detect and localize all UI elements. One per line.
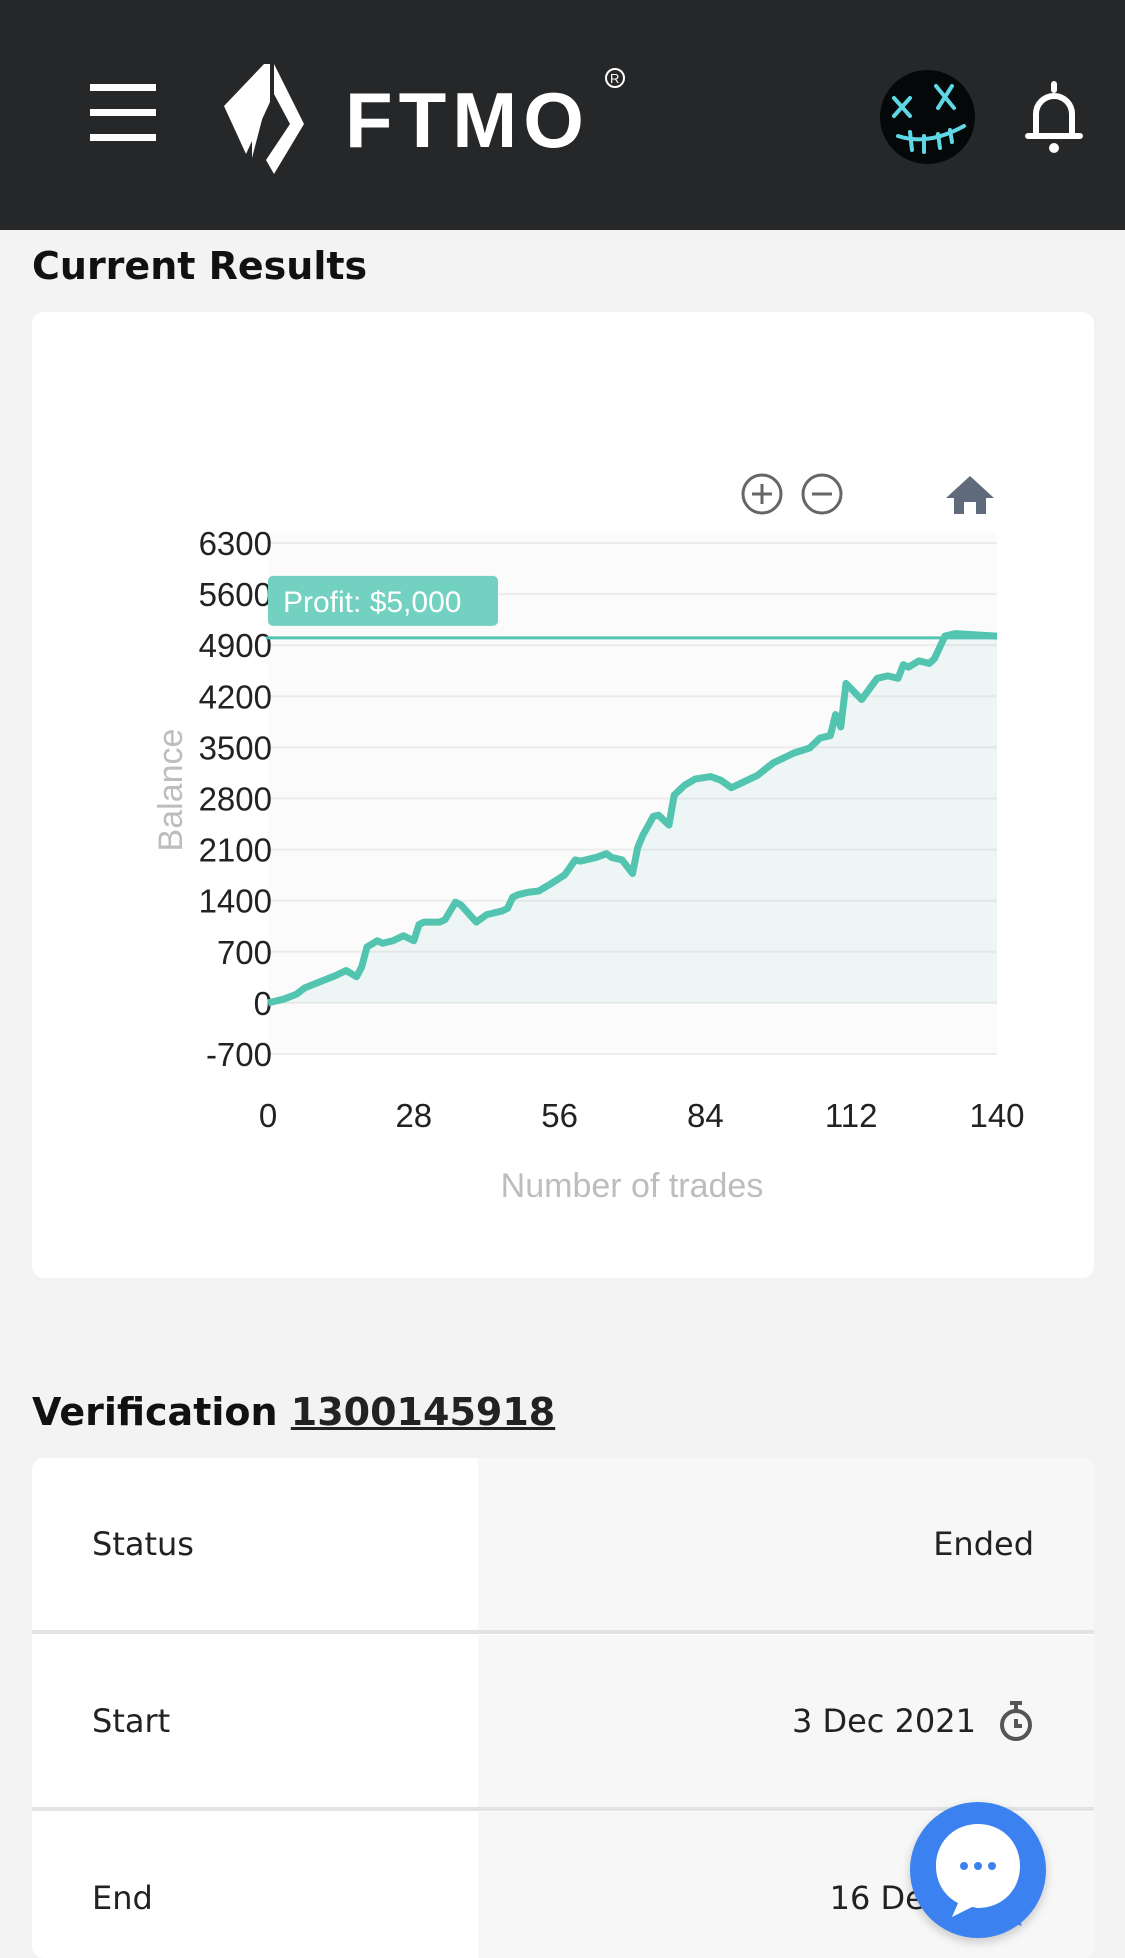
balance-line: [267, 630, 998, 1007]
profit-target-label: Profit: $5,000: [283, 586, 461, 619]
row-value: 3 Dec 2021: [478, 1635, 1094, 1807]
y-tick-label: 3500: [199, 729, 272, 766]
x-tick-label: 84: [687, 1097, 724, 1134]
x-tick-label: 140: [969, 1097, 1024, 1134]
home-icon[interactable]: [946, 476, 994, 514]
balance-chart-card: 6300 5600 4900 4200 3500 2800 2100 1400 700 0 -700…: [32, 312, 1094, 1278]
balance-chart[interactable]: 630056004900420035002800210014007000-700…: [32, 312, 1094, 1278]
y-tick-label: 5600: [199, 576, 272, 613]
svg-text:R: R: [610, 71, 619, 86]
notifications-bell-icon[interactable]: [1022, 80, 1086, 158]
verification-id-link[interactable]: 1300145918: [290, 1390, 556, 1434]
y-tick-label: 2100: [199, 832, 272, 869]
balance-area: [268, 633, 997, 1003]
stopwatch-icon: [1000, 1701, 1032, 1741]
verification-title: Verification 1300145918: [32, 1390, 555, 1434]
row-label: End: [32, 1812, 478, 1958]
y-tick-label: 0: [254, 985, 272, 1022]
row-label: Start: [32, 1635, 478, 1807]
y-tick-label: 2800: [199, 781, 272, 818]
start-date: 3 Dec 2021: [791, 1702, 976, 1740]
profit-target-badge: [268, 575, 498, 626]
svg-text:FTMO: FTMO: [345, 76, 590, 164]
y-tick-label: 700: [217, 934, 272, 971]
x-tick-label: 28: [395, 1097, 432, 1134]
ftmo-logo[interactable]: FTMO R: [212, 62, 632, 178]
x-tick-label: 0: [259, 1097, 277, 1134]
y-tick-label: -700: [206, 1036, 272, 1073]
table-row: Start 3 Dec 2021: [32, 1635, 1094, 1811]
chat-bubble-icon: [936, 1824, 1022, 1926]
verification-label: Verification: [32, 1390, 278, 1434]
y-tick-label: 1400: [199, 883, 272, 920]
row-label: Status: [32, 1458, 478, 1630]
zoom-out-icon[interactable]: [801, 473, 843, 515]
current-results-title: Current Results: [32, 244, 368, 288]
verification-table: Status Ended Start 3 Dec 2021 End 16 Dec…: [32, 1458, 1094, 1958]
menu-icon[interactable]: [90, 84, 156, 142]
chat-button[interactable]: [910, 1802, 1046, 1938]
zoom-in-icon[interactable]: [741, 473, 783, 515]
y-tick-label: 4200: [199, 678, 272, 715]
x-axis-title: Number of trades: [501, 1167, 764, 1205]
row-value: Ended: [478, 1458, 1094, 1630]
y-tick-label: 4900: [199, 627, 272, 664]
top-bar: FTMO R: [0, 0, 1125, 230]
x-tick-label: 112: [825, 1097, 878, 1134]
y-tick-label: 6300: [199, 525, 272, 562]
table-row: Status Ended: [32, 1458, 1094, 1634]
avatar[interactable]: [880, 70, 975, 164]
x-tick-label: 56: [541, 1097, 578, 1134]
y-axis-title: Balance: [152, 729, 190, 852]
